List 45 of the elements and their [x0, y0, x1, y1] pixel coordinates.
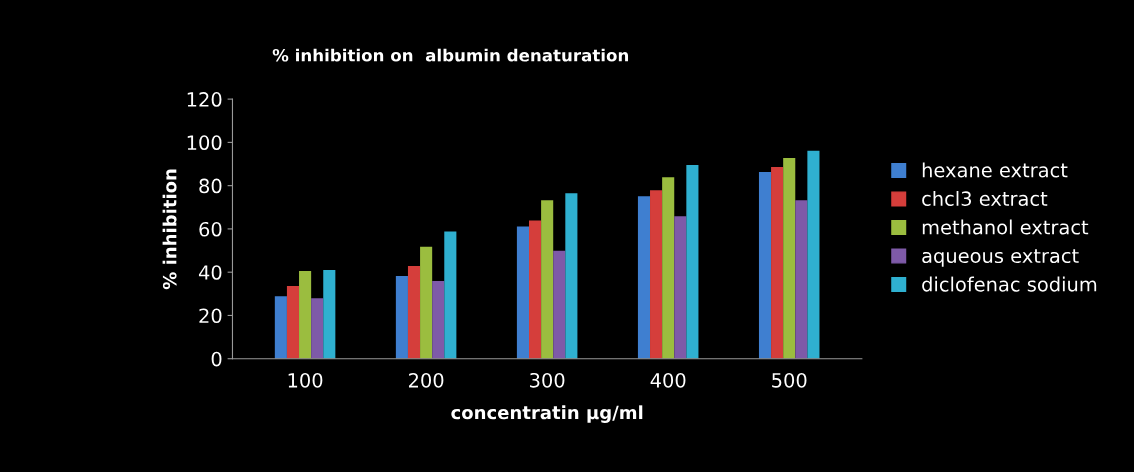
- bar: [795, 200, 808, 359]
- x-tick-label: 200: [408, 372, 444, 388]
- y-tick-label: 40: [198, 265, 222, 280]
- y-tick-label: 120: [187, 92, 222, 107]
- chart-title: % inhibition on albumin denaturation: [272, 48, 629, 62]
- bar: [807, 150, 820, 359]
- bar: [637, 196, 651, 359]
- bar: [516, 226, 529, 359]
- bar: [529, 220, 542, 359]
- bar: [299, 270, 312, 359]
- bar: [444, 231, 457, 359]
- x-tick-label: 100: [288, 372, 323, 388]
- bar: [286, 286, 300, 359]
- legend-label: chcl3 extract: [922, 190, 1048, 207]
- bar: [650, 190, 663, 359]
- x-axis-title: concentratin µg/ml: [451, 405, 643, 423]
- x-tick-label: 300: [530, 372, 565, 388]
- bar: [274, 296, 287, 359]
- x-tick-label: 500: [772, 372, 807, 388]
- bar: [541, 200, 554, 359]
- bar: [420, 246, 433, 359]
- y-tick-label: 20: [199, 308, 222, 324]
- bar: [407, 265, 421, 359]
- bar: [783, 157, 796, 359]
- x-tick-label: 400: [650, 372, 686, 388]
- y-tick-label: 0: [211, 351, 222, 367]
- y-tick-label: 60: [199, 221, 222, 237]
- legend-label: hexane extract: [922, 162, 1068, 178]
- legend-label: methanol extract: [922, 219, 1089, 235]
- bar: [311, 298, 324, 359]
- legend-label: aqueous extract: [922, 249, 1079, 267]
- legend-label: diclofenac sodium: [922, 276, 1097, 292]
- bar: [674, 216, 687, 359]
- bar: [758, 172, 772, 359]
- y-axis-title: % inhibition: [162, 169, 177, 290]
- bar: [395, 276, 408, 359]
- y-tick-label: 80: [199, 178, 222, 194]
- y-tick-label: 100: [187, 135, 222, 151]
- bar: [771, 167, 784, 359]
- bar: [553, 250, 566, 359]
- bar: [686, 165, 699, 359]
- bar: [323, 270, 336, 359]
- bar: [432, 281, 445, 359]
- bar: [662, 177, 675, 359]
- bar: [565, 193, 578, 359]
